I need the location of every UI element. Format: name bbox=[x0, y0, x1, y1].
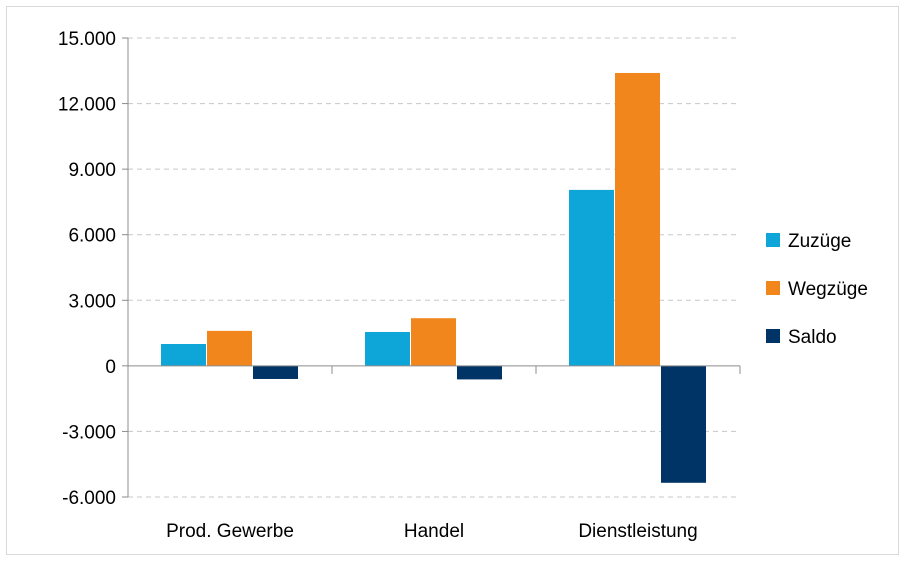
chart-frame bbox=[6, 6, 899, 555]
x-tick-labels: Prod. Gewerbe Handel Dienstleistung bbox=[166, 521, 698, 542]
bar-saldo bbox=[253, 365, 298, 379]
legend-label-zuzüge: Zuzüge bbox=[788, 231, 851, 252]
y-tick-label: 12.000 bbox=[58, 95, 116, 116]
legend-swatch-saldo bbox=[766, 329, 780, 343]
bars bbox=[161, 72, 706, 483]
bar-wegzüge bbox=[615, 72, 660, 366]
y-tick-labels: -6.000 -3.000 0 3.000 6.000 9.000 12.000 15.000 bbox=[58, 29, 116, 509]
bar-wegzüge bbox=[411, 318, 456, 366]
y-tick-label: 6.000 bbox=[68, 226, 116, 247]
x-tick-label: Prod. Gewerbe bbox=[166, 521, 294, 542]
bar-zuzüge bbox=[569, 189, 614, 366]
x-tick-label: Dienstleistung bbox=[578, 521, 697, 542]
legend-label-saldo: Saldo bbox=[788, 327, 837, 348]
axes bbox=[122, 37, 741, 498]
legend-swatch-wegzüge bbox=[766, 281, 780, 295]
y-tick-label: 9.000 bbox=[68, 160, 116, 181]
x-tick-label: Handel bbox=[404, 521, 464, 542]
y-tick-label: 3.000 bbox=[68, 291, 116, 312]
legend: Zuzüge Wegzüge Saldo bbox=[766, 231, 868, 348]
y-tick-label: 0 bbox=[105, 357, 116, 378]
y-tick-label: -3.000 bbox=[62, 422, 116, 443]
legend-swatch-zuzüge bbox=[766, 233, 780, 247]
bar-saldo bbox=[457, 365, 502, 380]
bar-zuzüge bbox=[365, 331, 410, 366]
gridlines bbox=[128, 37, 740, 498]
bar-zuzüge bbox=[161, 344, 206, 366]
y-tick-label: 15.000 bbox=[58, 29, 116, 50]
legend-label-wegzüge: Wegzüge bbox=[788, 279, 868, 300]
bar-saldo bbox=[661, 365, 706, 483]
y-tick-label: -6.000 bbox=[62, 488, 116, 509]
bar-wegzüge bbox=[207, 330, 252, 366]
